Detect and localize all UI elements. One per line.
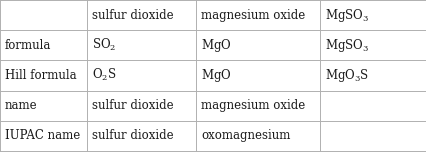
Text: $\mathregular{O_{2}S}$: $\mathregular{O_{2}S}$ bbox=[92, 67, 117, 83]
Text: IUPAC name: IUPAC name bbox=[5, 129, 81, 142]
Text: magnesium oxide: magnesium oxide bbox=[201, 9, 305, 22]
Text: formula: formula bbox=[5, 39, 52, 52]
Text: $\mathregular{MgSO_{3}}$: $\mathregular{MgSO_{3}}$ bbox=[325, 37, 369, 54]
Text: name: name bbox=[5, 99, 38, 112]
Text: $\mathregular{MgO}$: $\mathregular{MgO}$ bbox=[201, 37, 232, 54]
Text: sulfur dioxide: sulfur dioxide bbox=[92, 129, 174, 142]
Text: Hill formula: Hill formula bbox=[5, 69, 77, 82]
Text: $\mathregular{MgO}$: $\mathregular{MgO}$ bbox=[201, 67, 232, 84]
Text: sulfur dioxide: sulfur dioxide bbox=[92, 9, 174, 22]
Text: $\mathregular{MgSO_{3}}$: $\mathregular{MgSO_{3}}$ bbox=[325, 7, 369, 24]
Text: sulfur dioxide: sulfur dioxide bbox=[92, 99, 174, 112]
Text: $\mathregular{SO_{2}}$: $\mathregular{SO_{2}}$ bbox=[92, 37, 117, 53]
Text: oxomagnesium: oxomagnesium bbox=[201, 129, 291, 142]
Text: $\mathregular{MgO_{3}S}$: $\mathregular{MgO_{3}S}$ bbox=[325, 67, 369, 84]
Text: magnesium oxide: magnesium oxide bbox=[201, 99, 305, 112]
